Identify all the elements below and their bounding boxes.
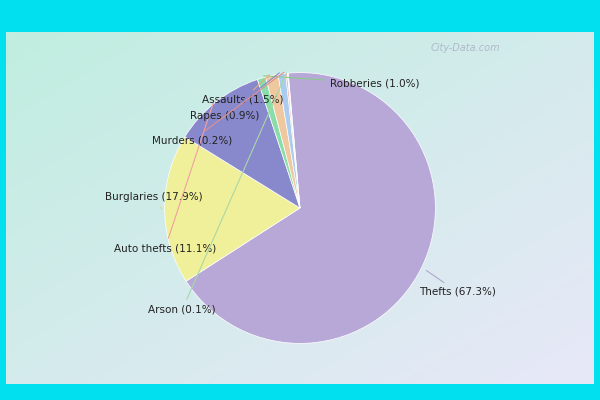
Wedge shape bbox=[266, 74, 300, 208]
Text: Murders (0.2%): Murders (0.2%) bbox=[152, 72, 284, 145]
Wedge shape bbox=[186, 73, 436, 343]
Text: Thefts (67.3%): Thefts (67.3%) bbox=[419, 270, 496, 297]
Wedge shape bbox=[164, 137, 300, 281]
Text: Burglaries (17.9%): Burglaries (17.9%) bbox=[105, 192, 203, 209]
Text: Assaults (1.5%): Assaults (1.5%) bbox=[202, 75, 284, 105]
Wedge shape bbox=[257, 77, 300, 208]
Wedge shape bbox=[185, 80, 300, 208]
Wedge shape bbox=[287, 73, 300, 208]
Text: Rapes (0.9%): Rapes (0.9%) bbox=[190, 73, 280, 121]
Wedge shape bbox=[286, 73, 300, 208]
Wedge shape bbox=[278, 73, 300, 208]
Text: Arson (0.1%): Arson (0.1%) bbox=[148, 73, 286, 314]
Text: Robberies (1.0%): Robberies (1.0%) bbox=[263, 76, 419, 88]
Text: Auto thefts (11.1%): Auto thefts (11.1%) bbox=[114, 102, 216, 254]
Text: City-Data.com: City-Data.com bbox=[431, 43, 500, 53]
